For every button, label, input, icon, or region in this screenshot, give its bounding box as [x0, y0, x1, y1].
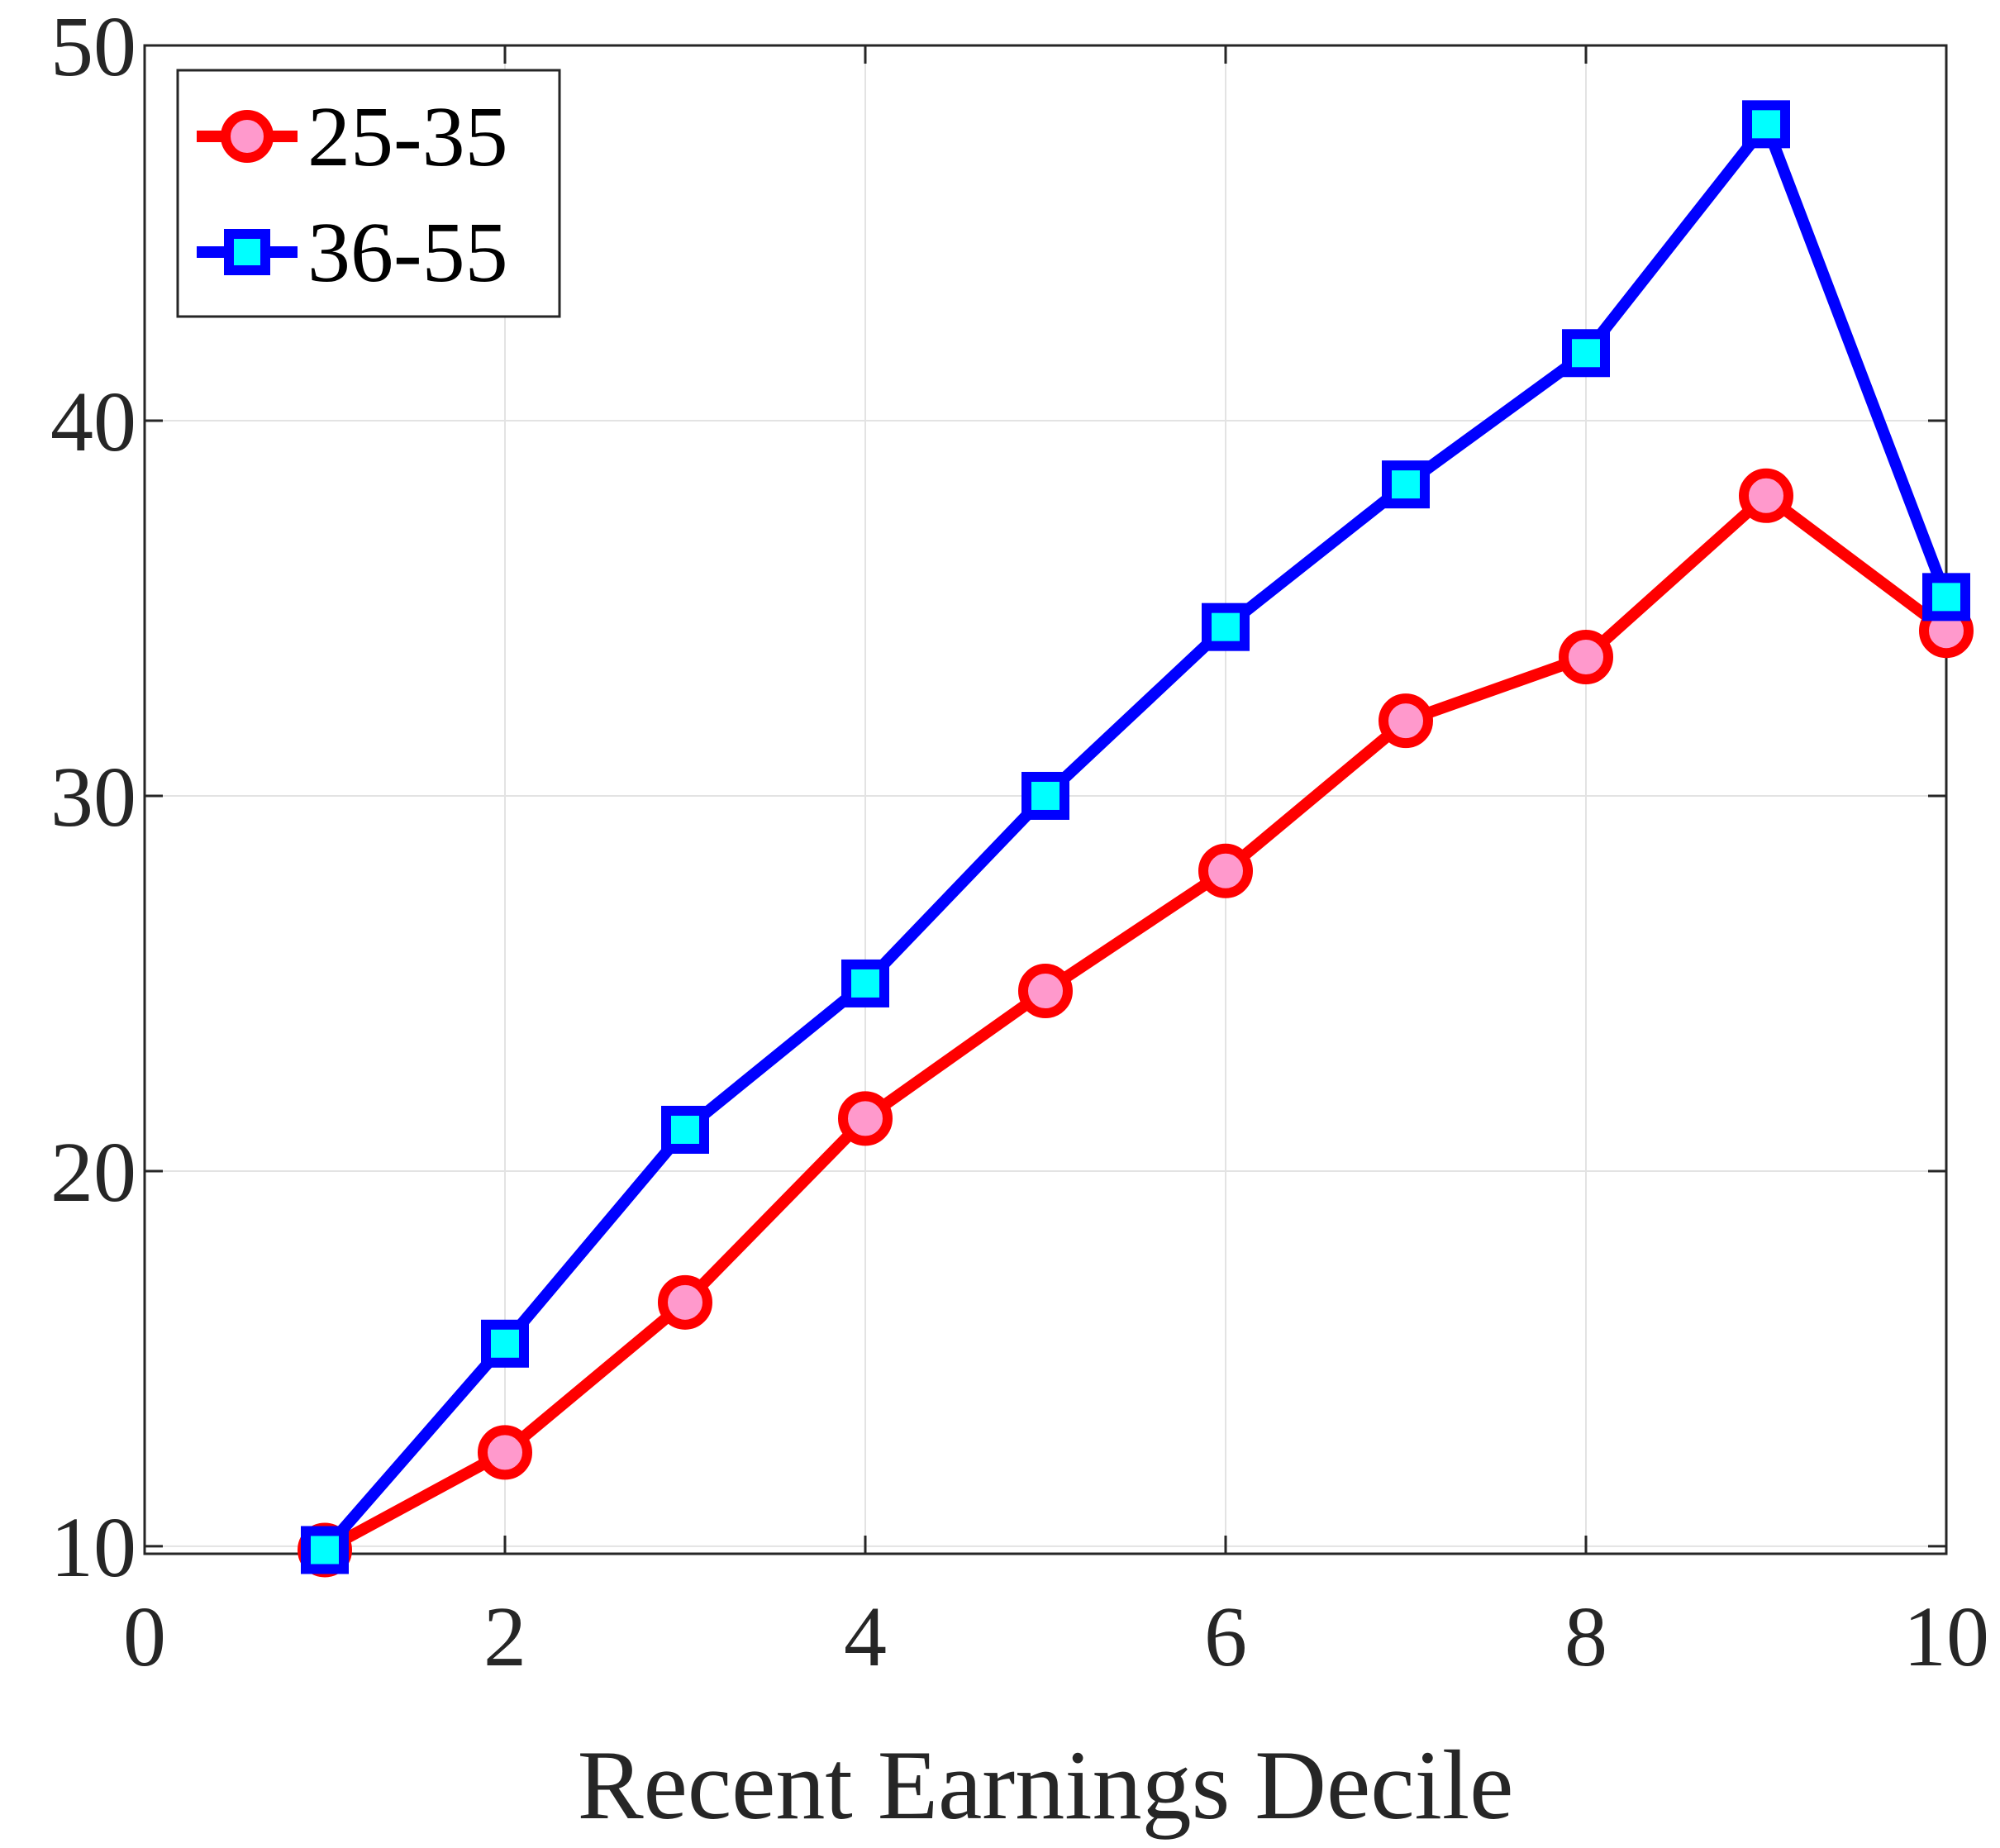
axes-frame [143, 44, 1948, 1555]
point-36-55-10 [1922, 573, 1970, 622]
legend-entry-25-35: 25-35 [197, 89, 508, 184]
x-tick-label-8: 8 [1564, 1589, 1607, 1684]
legend-marker-36-55 [224, 229, 270, 275]
series-36-55 [301, 100, 1970, 1574]
x-tick-labels: 0 2 4 6 8 10 [123, 1589, 1989, 1684]
point-25-35-8 [1559, 629, 1613, 684]
y-tick-label-20: 20 [50, 1125, 136, 1220]
legend-label-36-55: 36-55 [307, 205, 508, 300]
point-25-35-9 [1739, 468, 1793, 523]
legend-marker-25-35 [221, 110, 274, 163]
point-36-55-2 [481, 1319, 529, 1368]
point-36-55-7 [1382, 460, 1430, 509]
point-25-35-2 [478, 1425, 532, 1480]
point-36-55-4 [841, 959, 889, 1007]
series-line-25-35 [321, 489, 1950, 1555]
series-line-36-55 [320, 118, 1952, 1555]
x-tick-label-4: 4 [844, 1589, 887, 1684]
x-tick-label-2: 2 [483, 1589, 526, 1684]
point-36-55-9 [1742, 100, 1790, 149]
x-tick-label-6: 6 [1204, 1589, 1247, 1684]
point-25-35-7 [1379, 693, 1433, 749]
axes-box [143, 44, 1948, 1555]
point-25-35-3 [658, 1274, 712, 1330]
legend: 25-35 36-55 [176, 69, 561, 318]
y-tick-label-10: 10 [50, 1500, 136, 1595]
point-25-35-5 [1018, 964, 1073, 1019]
y-tick-labels: 10 20 30 40 50 [50, 0, 136, 1595]
point-36-55-5 [1021, 771, 1069, 820]
x-axis-label: Recent Earnings Decile [578, 1730, 1514, 1840]
y-tick-label-30: 30 [50, 750, 136, 845]
point-36-55-8 [1562, 329, 1610, 378]
legend-label-25-35: 25-35 [307, 89, 508, 184]
point-36-55-1 [301, 1526, 349, 1574]
x-tick-label-0: 0 [123, 1589, 166, 1684]
legend-entry-36-55: 36-55 [197, 205, 508, 300]
point-25-35-4 [838, 1091, 893, 1146]
y-tick-label-40: 40 [50, 374, 136, 469]
point-36-55-3 [661, 1106, 709, 1155]
y-tick-label-50: 50 [50, 0, 136, 94]
point-36-55-6 [1202, 603, 1250, 651]
x-tick-label-10: 10 [1903, 1589, 1989, 1684]
point-25-35-6 [1198, 843, 1253, 898]
data-series [298, 100, 1974, 1578]
